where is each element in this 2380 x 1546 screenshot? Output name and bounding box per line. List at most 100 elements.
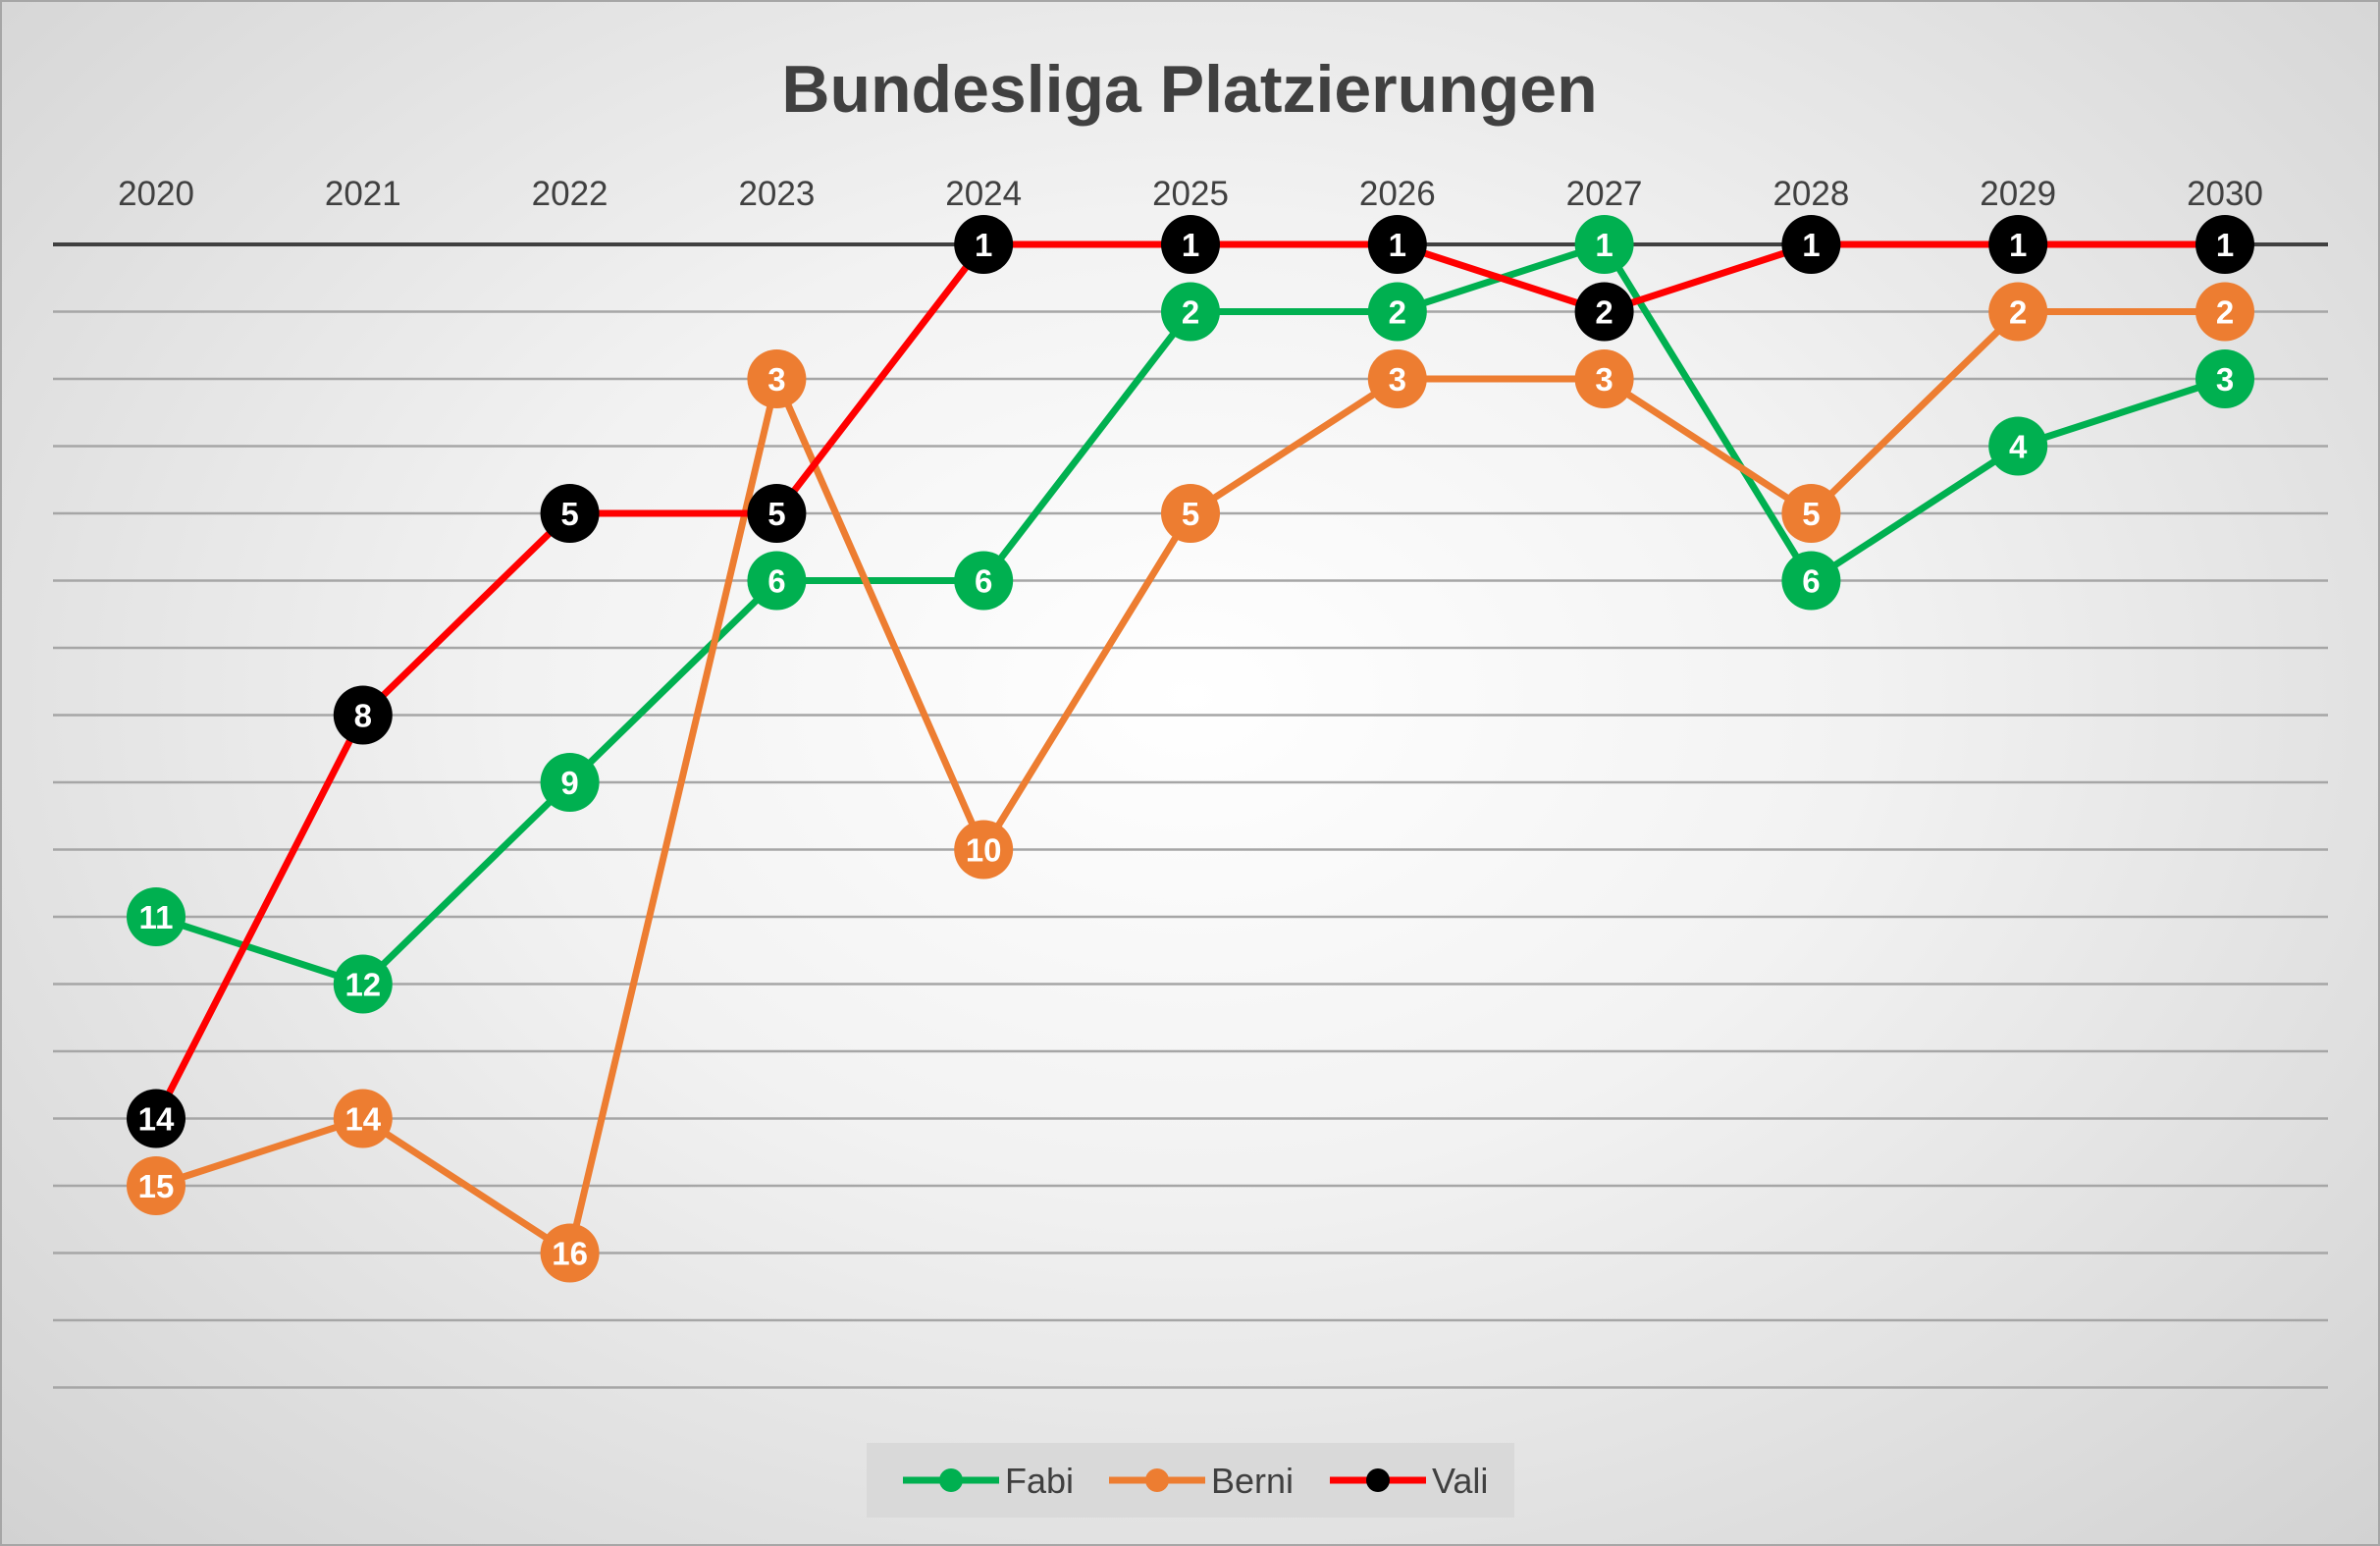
data-point-fabi: 6 [747, 551, 807, 611]
data-label: 6 [767, 563, 785, 600]
data-point-berni: 15 [127, 1156, 185, 1215]
data-point-fabi: 6 [1781, 551, 1841, 611]
data-point-berni: 14 [333, 1089, 393, 1148]
data-point-vali: 8 [333, 685, 393, 745]
data-label: 12 [344, 967, 381, 1003]
data-point-berni: 3 [1367, 349, 1427, 408]
data-point-fabi: 6 [954, 551, 1014, 611]
data-point-vali: 1 [954, 215, 1014, 274]
data-point-vali: 1 [2195, 215, 2254, 274]
data-label: 14 [344, 1101, 381, 1138]
data-label: 1 [2216, 227, 2234, 263]
marker [1988, 215, 2048, 274]
marker [954, 215, 1014, 274]
marker [2195, 349, 2254, 408]
marker [1781, 551, 1841, 611]
x-tick-label: 2027 [1566, 175, 1643, 213]
x-tick-label: 2023 [738, 175, 815, 213]
x-tick-label: 2022 [532, 175, 608, 213]
x-tick-label: 2025 [1152, 175, 1229, 213]
marker [127, 1089, 185, 1148]
legend-label: Berni [1211, 1461, 1294, 1501]
data-label: 6 [975, 563, 992, 600]
marker [1161, 215, 1220, 274]
data-label: 5 [1182, 496, 1199, 532]
data-label: 9 [560, 765, 578, 801]
data-label: 2 [1595, 294, 1613, 331]
marker [333, 1089, 393, 1148]
data-point-vali: 5 [540, 484, 600, 543]
data-label: 1 [1802, 227, 1820, 263]
data-label: 15 [138, 1168, 175, 1204]
data-label: 1 [1182, 227, 1199, 263]
chart-title: Bundesliga Platzierungen [781, 52, 1597, 127]
marker [1574, 215, 1634, 274]
legend-item-vali: Vali [1330, 1461, 1488, 1501]
marker [1161, 484, 1220, 543]
data-label: 2 [2216, 294, 2234, 331]
marker [333, 954, 393, 1014]
x-axis-ticks: 2020 2021 2022 2023 2024 2025 2026 2027 2028 2029… [118, 175, 2263, 213]
data-label: 10 [966, 832, 1002, 869]
legend-marker [1145, 1468, 1169, 1492]
data-point-berni: 16 [540, 1223, 600, 1283]
marker [540, 1223, 600, 1283]
marker [747, 551, 807, 611]
data-point-fabi: 9 [540, 753, 600, 812]
marker [1988, 282, 2048, 342]
legend-item-berni: Berni [1109, 1461, 1294, 1501]
data-point-berni: 10 [954, 820, 1014, 880]
marker [747, 484, 807, 543]
data-point-berni: 2 [1988, 282, 2048, 342]
marker [333, 685, 393, 745]
legend-marker [1366, 1468, 1390, 1492]
legend-marker [939, 1468, 963, 1492]
data-point-vali: 1 [1988, 215, 2048, 274]
series-line-vali [152, 240, 2225, 1121]
marker [1781, 215, 1841, 274]
marker [747, 349, 807, 408]
data-point-vali: 2 [1574, 282, 1634, 342]
marker [954, 820, 1014, 880]
data-point-vali: 1 [1161, 215, 1220, 274]
data-point-vali: 1 [1367, 215, 1427, 274]
data-point-fabi: 11 [127, 887, 185, 946]
data-label: 14 [138, 1101, 175, 1138]
marker [1367, 349, 1427, 408]
data-label: 11 [139, 899, 174, 935]
data-label: 6 [1802, 563, 1820, 600]
data-point-vali: 14 [127, 1089, 185, 1148]
data-label: 5 [1802, 496, 1820, 532]
data-label: 8 [354, 698, 372, 734]
marker [127, 1156, 185, 1215]
data-label: 3 [1595, 361, 1613, 398]
marker [1574, 349, 1634, 408]
data-label: 2 [2009, 294, 2027, 331]
data-label: 5 [767, 496, 785, 532]
series-lines [152, 240, 2227, 1256]
x-tick-label: 2020 [118, 175, 194, 213]
data-point-fabi: 4 [1988, 416, 2048, 476]
data-label: 1 [2009, 227, 2027, 263]
x-tick-label: 2030 [2187, 175, 2263, 213]
data-point-berni: 3 [1574, 349, 1634, 408]
marker [2195, 282, 2254, 342]
data-label: 1 [1595, 227, 1613, 263]
marker [127, 887, 185, 946]
data-point-berni: 2 [2195, 282, 2254, 342]
data-label: 2 [1182, 294, 1199, 331]
data-point-fabi: 12 [333, 954, 393, 1014]
x-tick-label: 2029 [1980, 175, 2056, 213]
data-label: 16 [552, 1236, 588, 1272]
data-label: 3 [767, 361, 785, 398]
marker [540, 753, 600, 812]
data-label: 4 [2009, 429, 2028, 465]
data-label: 3 [2216, 361, 2234, 398]
legend-item-fabi: Fabi [903, 1461, 1074, 1501]
data-point-berni: 5 [1781, 484, 1841, 543]
data-point-fabi: 2 [1367, 282, 1427, 342]
data-label: 1 [1389, 227, 1406, 263]
data-point-berni: 5 [1161, 484, 1220, 543]
data-label: 2 [1389, 294, 1406, 331]
